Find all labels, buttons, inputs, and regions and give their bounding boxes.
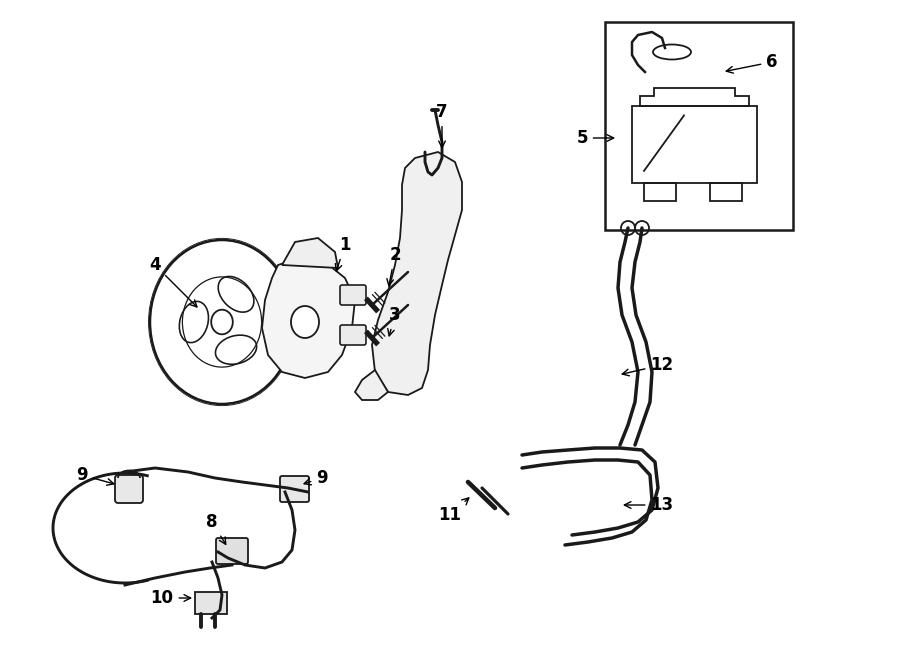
Text: 1: 1 <box>336 236 351 271</box>
Bar <box>644 182 676 201</box>
Ellipse shape <box>291 306 319 338</box>
Text: 5: 5 <box>576 129 614 147</box>
FancyBboxPatch shape <box>115 475 143 503</box>
FancyBboxPatch shape <box>340 285 366 305</box>
Bar <box>632 106 757 182</box>
Text: 2: 2 <box>387 246 400 286</box>
Text: 3: 3 <box>388 306 400 336</box>
Text: 9: 9 <box>304 469 328 487</box>
Text: 9: 9 <box>76 466 113 485</box>
FancyBboxPatch shape <box>280 476 309 502</box>
Text: 7: 7 <box>436 103 448 147</box>
Text: 11: 11 <box>438 498 469 524</box>
Text: 4: 4 <box>149 256 197 307</box>
FancyBboxPatch shape <box>340 325 366 345</box>
Polygon shape <box>355 370 388 400</box>
Bar <box>605 22 793 230</box>
Polygon shape <box>372 152 462 395</box>
Text: 6: 6 <box>726 53 778 73</box>
FancyBboxPatch shape <box>216 538 248 564</box>
Text: 10: 10 <box>150 589 191 607</box>
Text: 13: 13 <box>625 496 673 514</box>
Bar <box>710 182 742 201</box>
Bar <box>195 592 227 614</box>
Text: 8: 8 <box>206 513 226 544</box>
Text: 12: 12 <box>622 356 673 376</box>
Polygon shape <box>282 238 338 268</box>
Polygon shape <box>262 258 355 378</box>
